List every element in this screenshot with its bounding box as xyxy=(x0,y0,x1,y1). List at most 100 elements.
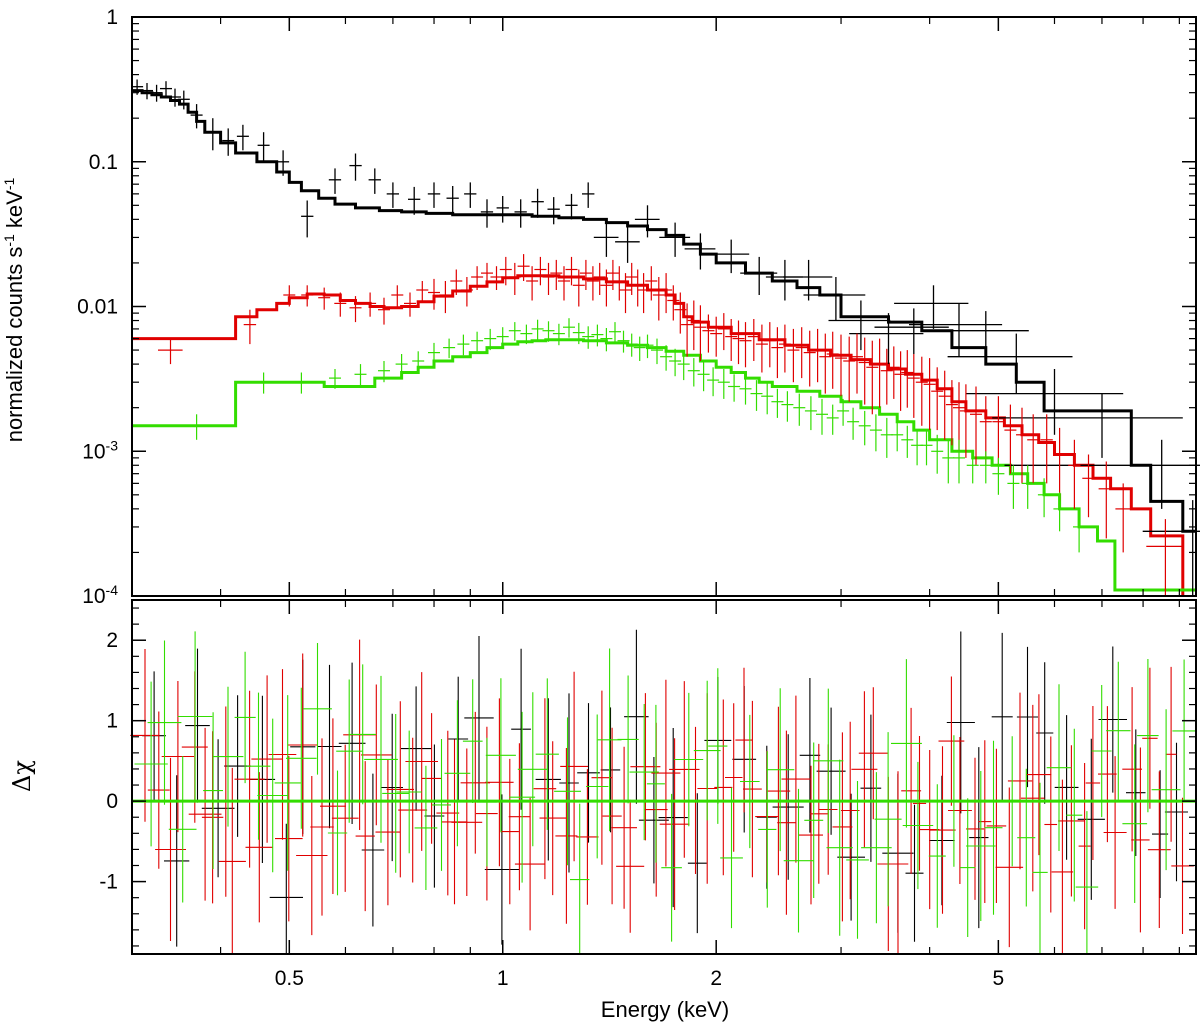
data-point-green xyxy=(750,380,763,411)
top-y-axis-title: normalized counts s-1 keV-1 xyxy=(1,177,27,442)
data-point-red xyxy=(645,266,658,301)
data-point-black xyxy=(464,182,477,208)
data-point-red xyxy=(499,256,512,286)
data-point-black xyxy=(935,311,1029,360)
data-point-red xyxy=(404,292,416,317)
residual-point-green xyxy=(617,675,639,804)
data-point-black xyxy=(177,90,190,110)
residual-point-black xyxy=(185,648,210,803)
residual-point-green xyxy=(960,798,976,937)
data-point-red xyxy=(1004,404,1017,474)
residual-point-green xyxy=(1151,709,1181,871)
residual-point-green xyxy=(928,784,946,928)
data-point-green xyxy=(600,328,613,352)
data-point-black xyxy=(547,197,560,225)
residual-point-green xyxy=(554,717,581,866)
residual-point-green xyxy=(693,680,721,821)
residual-point-green xyxy=(804,742,824,898)
data-point-red xyxy=(1016,407,1028,484)
data-point-red xyxy=(619,273,632,314)
residual-point-black xyxy=(1077,738,1105,900)
data-point-green xyxy=(378,361,390,383)
data-point-red xyxy=(755,324,768,373)
residual-point-green xyxy=(586,714,609,859)
data-point-red xyxy=(550,259,563,290)
data-point-green xyxy=(826,404,839,435)
residual-point-red xyxy=(508,743,531,891)
data-point-red xyxy=(803,330,816,387)
residual-point-green xyxy=(203,712,223,869)
residual-point-green xyxy=(661,793,682,942)
data-point-red xyxy=(1068,439,1081,509)
top-panel-frame xyxy=(131,16,1197,597)
data-point-green xyxy=(531,319,544,340)
residual-point-green xyxy=(336,679,363,823)
data-point-green xyxy=(542,321,555,342)
residual-point-red xyxy=(1142,667,1158,809)
data-point-green xyxy=(781,391,794,422)
data-point-red xyxy=(710,316,723,357)
residual-point-green xyxy=(327,770,348,896)
data-point-green xyxy=(633,336,646,361)
data-point-red xyxy=(953,382,965,452)
residual-point-black xyxy=(577,703,600,843)
data-point-black xyxy=(947,333,1073,394)
residual-point-red xyxy=(331,744,359,892)
data-point-red xyxy=(851,333,863,394)
x-tick-label: 1 xyxy=(497,967,509,990)
data-point-green xyxy=(816,398,828,435)
data-point-green xyxy=(508,322,521,341)
data-point-red xyxy=(428,278,440,310)
residual-point-red xyxy=(355,761,375,912)
data-point-red xyxy=(660,273,673,314)
data-point-red xyxy=(243,309,257,345)
residual-point-green xyxy=(234,651,256,784)
x-tick-label: 2 xyxy=(710,967,722,990)
data-point-red xyxy=(970,386,982,466)
y-tick-label: 0.1 xyxy=(89,151,118,174)
data-point-red xyxy=(1098,461,1114,539)
data-point-green xyxy=(966,451,979,484)
data-point-green xyxy=(412,351,425,373)
data-point-black xyxy=(446,186,459,214)
residual-point-red xyxy=(460,711,490,854)
data-point-red xyxy=(542,262,555,295)
residual-point-green xyxy=(517,692,548,847)
data-point-black xyxy=(408,186,421,215)
data-point-red xyxy=(508,262,521,295)
data-point-red xyxy=(858,337,871,405)
residual-point-red xyxy=(1020,704,1045,892)
data-point-green xyxy=(869,414,882,452)
bottom-y-axis-title: Δχ xyxy=(8,760,36,792)
model-line-red xyxy=(132,274,1185,596)
data-point-red xyxy=(526,266,539,301)
y-tick-label: 1 xyxy=(106,6,118,29)
residual-point-red xyxy=(929,746,956,914)
residual-point-red xyxy=(130,649,160,822)
data-point-red xyxy=(687,300,700,351)
data-point-black xyxy=(427,182,441,208)
residual-point-green xyxy=(134,681,168,847)
residual-point-black xyxy=(816,707,846,835)
data-point-black xyxy=(965,369,1124,435)
residual-point-black xyxy=(224,695,251,837)
data-point-black xyxy=(874,308,949,354)
residual-point-black xyxy=(201,739,235,878)
data-point-green xyxy=(1037,478,1051,518)
residual-point-red xyxy=(1051,779,1074,954)
residual-point-red xyxy=(611,746,637,909)
data-point-red xyxy=(959,384,972,458)
y-tick-label: 10-3 xyxy=(82,437,118,463)
data-point-black xyxy=(222,128,235,156)
residual-point-red xyxy=(436,730,460,896)
y-tick-label: 0.01 xyxy=(77,296,118,319)
residual-point-green xyxy=(570,803,590,954)
data-point-green xyxy=(953,439,965,484)
data-point-red xyxy=(787,328,800,383)
residual-point-green xyxy=(708,668,728,824)
data-point-green xyxy=(1053,492,1066,532)
residual-point-green xyxy=(431,739,451,871)
data-point-green xyxy=(1073,508,1086,553)
residual-point-black xyxy=(1152,770,1169,898)
residual-point-green xyxy=(1075,811,1099,954)
